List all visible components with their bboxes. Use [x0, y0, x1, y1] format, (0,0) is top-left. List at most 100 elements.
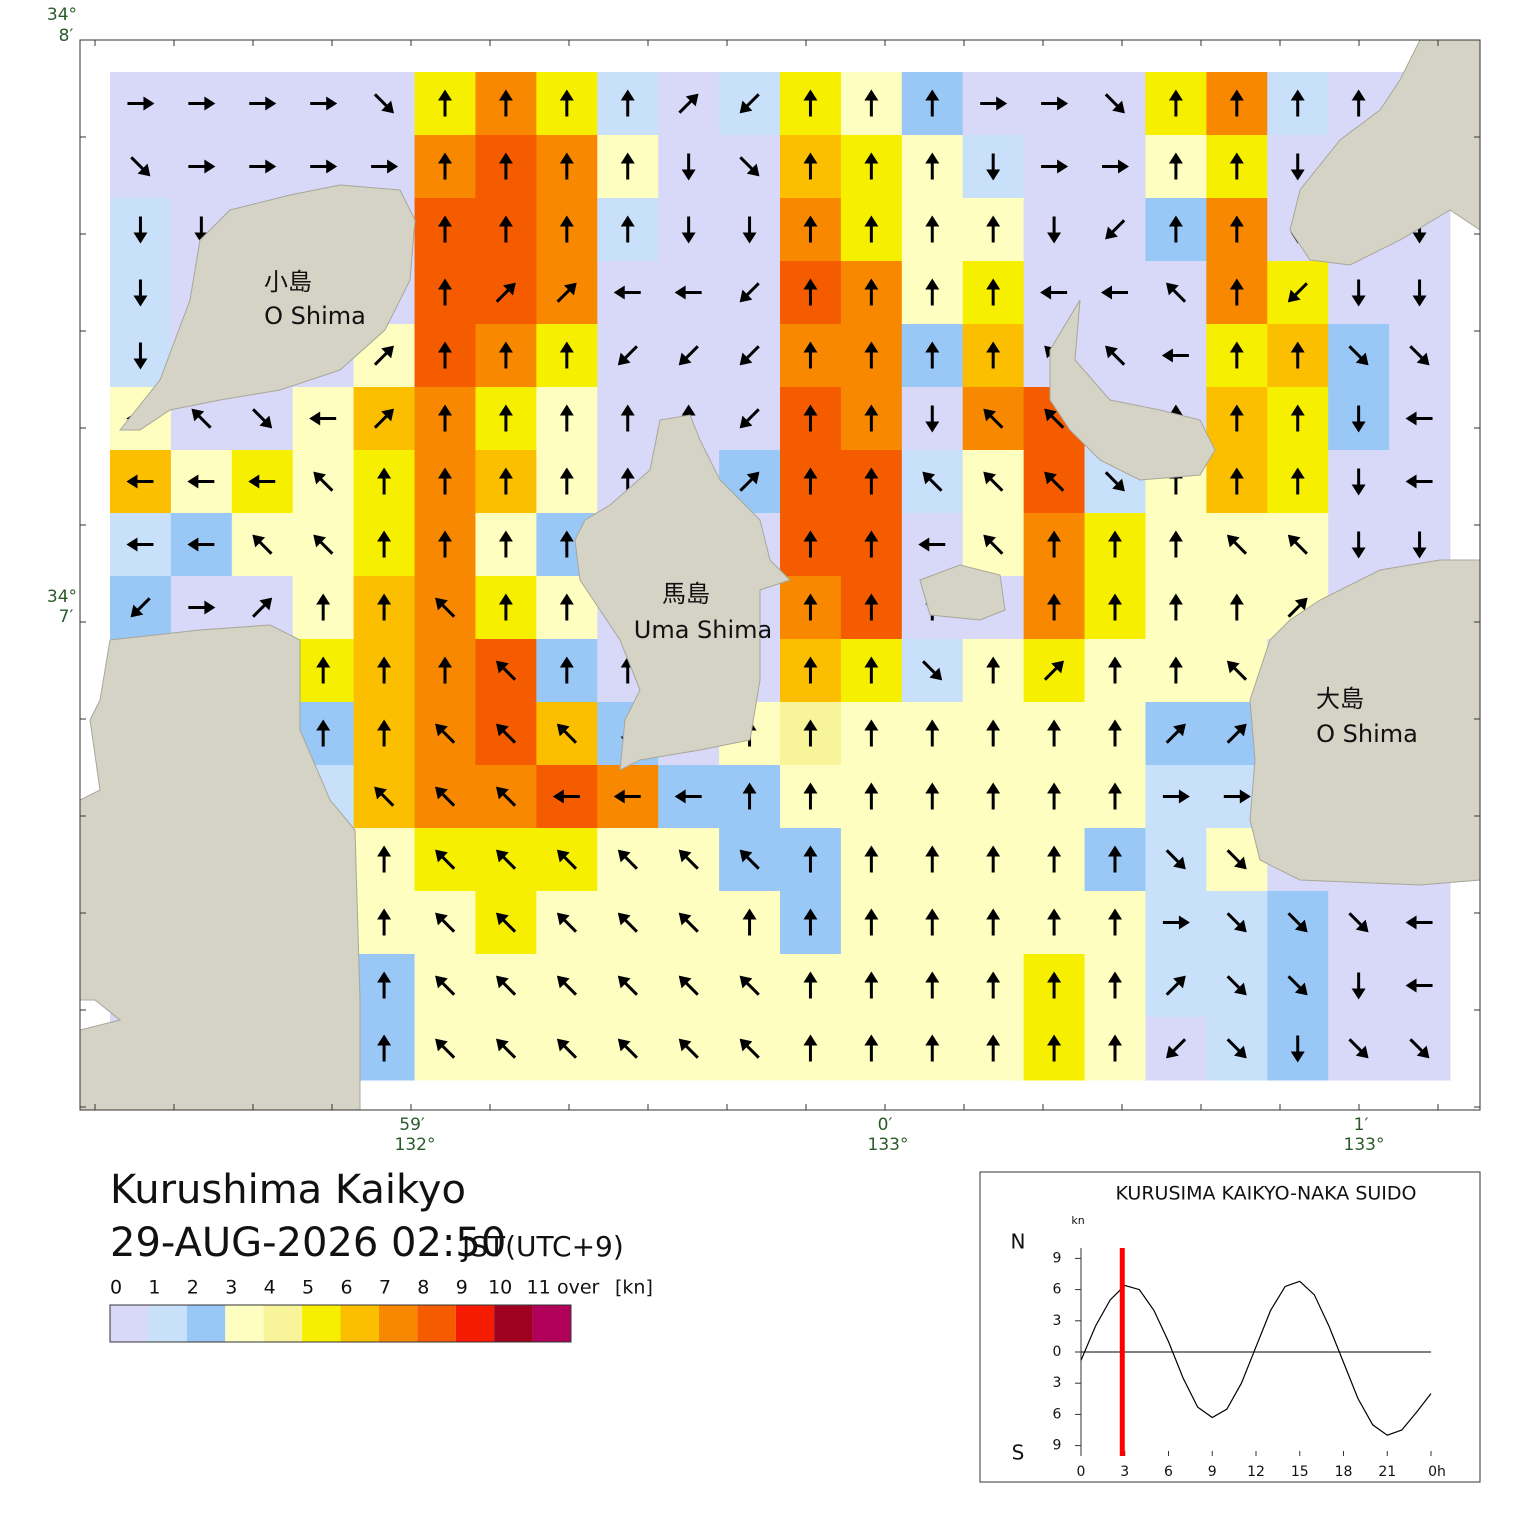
current-arrow: [377, 1034, 392, 1062]
legend-tick-label: 9: [456, 1277, 468, 1299]
arrow-shaft: [1165, 849, 1181, 865]
current-arrow: [438, 152, 452, 180]
arrow-shaft: [501, 665, 517, 681]
legend-swatch: [110, 1305, 149, 1342]
current-arrow: [613, 789, 641, 804]
arrow-head: [678, 1038, 692, 1052]
arrow-shaft: [495, 287, 511, 303]
arrow-head: [1178, 789, 1190, 804]
lon-label: 0′: [878, 1115, 893, 1135]
arrow-head: [498, 341, 513, 353]
y-tick-label: 3: [1053, 1375, 1062, 1391]
current-arrow: [1043, 660, 1064, 681]
current-arrow: [1409, 345, 1430, 366]
arrow-head: [435, 912, 448, 926]
arrow-shaft: [623, 345, 638, 361]
arrow-shaft: [744, 854, 760, 870]
arrow-head: [1351, 484, 1366, 496]
arrow-head: [864, 278, 879, 290]
current-arrow: [986, 1034, 1001, 1062]
arrow-head: [1168, 215, 1183, 227]
legend-over: over: [557, 1277, 600, 1299]
land: [1249, 559, 1481, 886]
arrow-head: [1108, 845, 1122, 857]
current-arrow: [1168, 593, 1183, 621]
current-arrow: [739, 849, 760, 870]
arrow-head: [559, 215, 574, 227]
current-arrow: [1405, 915, 1433, 930]
north-label: N: [1011, 1230, 1026, 1254]
arrow-shaft: [744, 93, 760, 109]
current-arrow: [313, 534, 334, 555]
arrow-head: [559, 593, 574, 605]
arrow-shaft: [440, 917, 456, 933]
arrow-head: [986, 971, 1001, 983]
current-arrow: [1168, 215, 1183, 243]
arrow-head: [986, 1034, 1001, 1046]
arrow-head: [438, 467, 452, 479]
arrow-head: [803, 908, 818, 920]
legend-swatch: [532, 1305, 571, 1342]
current-arrow: [739, 93, 760, 114]
arrow-head: [864, 845, 879, 857]
current-arrow: [925, 89, 940, 117]
current-arrow: [925, 1034, 940, 1062]
current-arrow: [617, 1038, 638, 1059]
lat-label: 8′: [59, 26, 74, 46]
current-arrow: [310, 96, 338, 111]
arrow-head: [438, 89, 452, 101]
arrow-shaft: [1049, 413, 1065, 429]
current-arrow: [986, 215, 1001, 243]
current-arrow: [556, 723, 578, 744]
datetime: 29-AUG-2026 02:50: [110, 1220, 506, 1266]
arrow-head: [617, 849, 631, 863]
current-arrow: [435, 786, 456, 807]
current-arrow: [1229, 593, 1244, 621]
arrow-head: [1118, 159, 1129, 174]
arrow-head: [986, 341, 1001, 353]
arrow-head: [739, 100, 753, 114]
current-arrow: [678, 849, 699, 870]
y-tick-label: 9: [1053, 1438, 1062, 1454]
arrow-head: [1287, 534, 1301, 548]
current-arrow: [1162, 915, 1190, 930]
current-arrow: [316, 719, 331, 747]
current-arrow: [559, 89, 574, 117]
current-arrow: [559, 341, 574, 369]
current-arrow: [803, 341, 818, 369]
current-arrow: [498, 152, 513, 180]
arrow-shaft: [1171, 287, 1187, 303]
arrow-head: [556, 912, 570, 926]
current-arrow: [922, 660, 943, 681]
arrow-head: [563, 282, 577, 296]
current-arrow: [986, 341, 1001, 369]
arrow-head: [559, 656, 574, 668]
arrow-head: [438, 278, 452, 290]
current-arrow: [133, 342, 148, 370]
arrow-shaft: [739, 156, 755, 172]
arrow-head: [498, 404, 513, 416]
current-arrow: [1041, 96, 1069, 111]
current-arrow: [674, 285, 702, 300]
current-arrow: [1044, 408, 1065, 429]
current-arrow: [1226, 849, 1247, 870]
current-arrow: [681, 216, 696, 244]
arrow-shaft: [562, 854, 578, 870]
y-tick-label: 0: [1053, 1344, 1062, 1360]
current-arrow: [1290, 153, 1305, 181]
current-arrow: [556, 912, 578, 933]
current-arrow: [249, 159, 277, 174]
arrow-head: [996, 96, 1008, 111]
arrow-head: [746, 471, 760, 485]
arrow-shaft: [1165, 980, 1181, 996]
current-arrow: [1108, 593, 1122, 621]
current-arrow: [438, 341, 452, 369]
arrow-head: [1405, 978, 1417, 993]
arrow-head: [438, 215, 452, 227]
arrow-head: [925, 782, 940, 794]
arrow-head: [1355, 919, 1369, 933]
current-arrow: [559, 152, 574, 180]
current-arrow: [1351, 972, 1366, 1000]
current-arrow: [1047, 216, 1062, 244]
arrow-head: [617, 912, 631, 926]
